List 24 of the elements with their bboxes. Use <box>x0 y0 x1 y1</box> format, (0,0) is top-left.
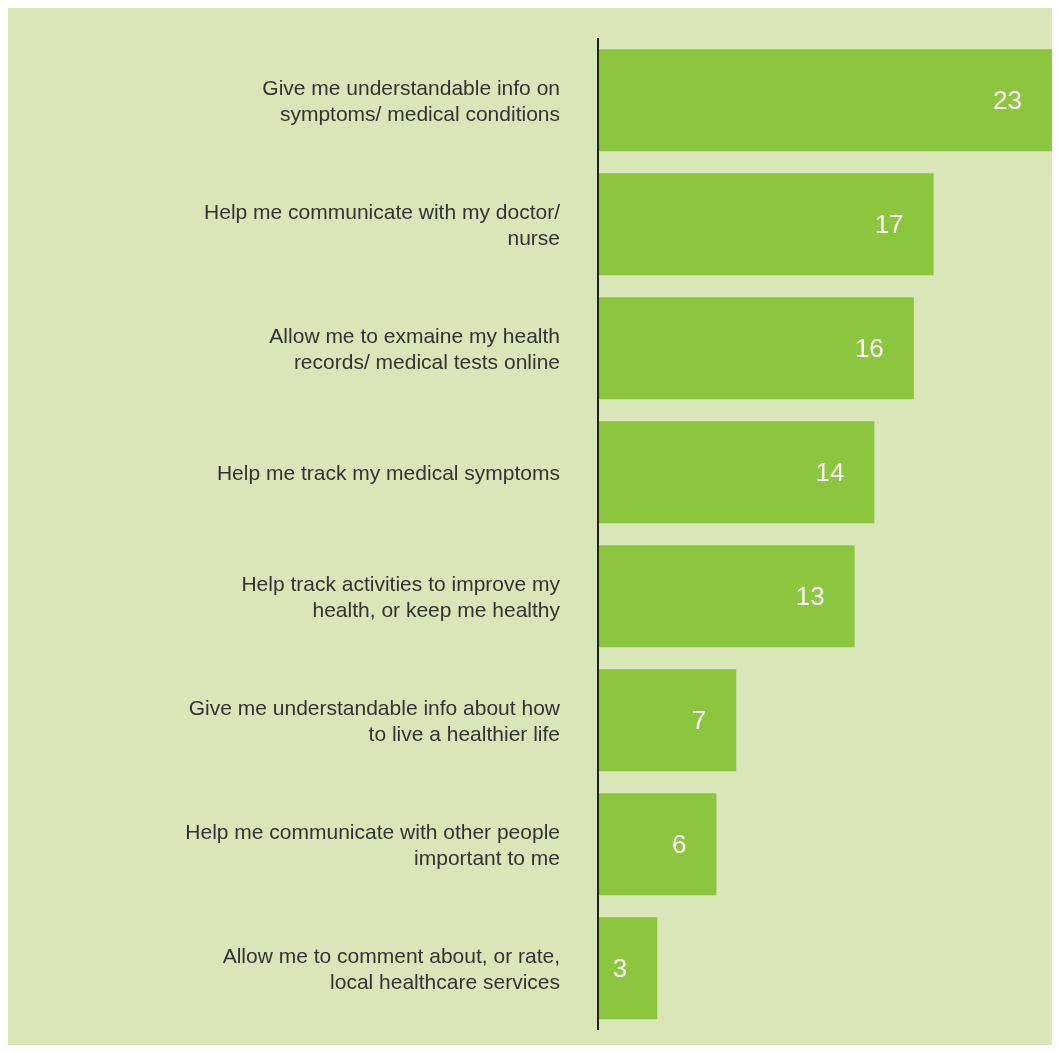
data-label: 16 <box>854 333 884 364</box>
bar <box>598 49 1052 152</box>
data-label: 14 <box>815 457 845 488</box>
bar <box>598 545 855 648</box>
bar <box>598 421 875 524</box>
data-label: 3 <box>612 953 628 984</box>
data-label: 17 <box>874 209 904 240</box>
bar <box>598 917 658 1020</box>
data-label: 6 <box>671 829 687 860</box>
y-tick-label: Help me communicate with my doctor/ nurse <box>204 199 561 249</box>
bar <box>598 173 934 276</box>
y-tick-label: Help track activities to improve my health, or keep me healthy <box>241 571 561 621</box>
bar <box>598 297 914 400</box>
y-tick-label: Help me track my medical symptoms <box>216 460 560 484</box>
y-tick-label: Help me communicate with other people important to me <box>185 819 560 869</box>
bar <box>598 669 737 772</box>
data-label: 23 <box>993 85 1022 116</box>
data-label: 13 <box>795 581 825 612</box>
y-tick-label: Give me understandable info on symptoms/ medical conditions <box>262 75 560 125</box>
y-tick-label: Give me understandable info about how to live a healthier life <box>188 695 561 745</box>
bar <box>598 793 717 896</box>
y-tick-label: Allow me to comment about, or rate, local healthcare services <box>222 943 560 993</box>
data-label: 7 <box>691 705 707 736</box>
y-tick-label: Allow me to exmaine my health records/ medical tests online <box>269 323 560 373</box>
